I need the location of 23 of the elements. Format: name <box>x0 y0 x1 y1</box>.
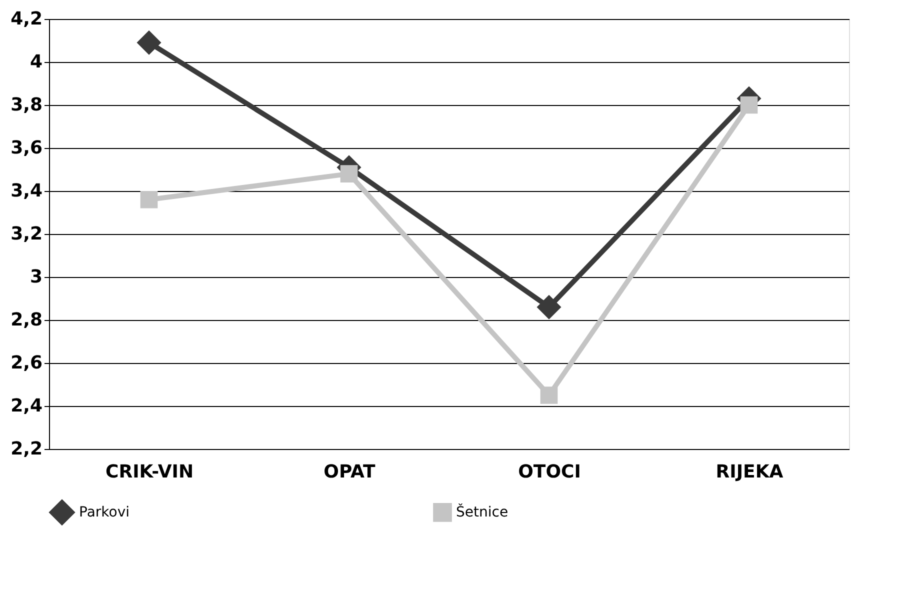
legend-label: Šetnice <box>456 503 508 520</box>
y-tick-label: 3,4 <box>10 180 42 202</box>
y-tick-label: 2,2 <box>10 438 42 460</box>
y-tick-label: 2,4 <box>10 396 42 416</box>
y-tick-label: 4,2 <box>10 8 42 30</box>
point <box>340 165 358 182</box>
y-tick-label: 2,6 <box>10 352 42 374</box>
x-tick-label: OTOCI <box>518 462 581 482</box>
point <box>540 386 558 404</box>
y-tick-label: 3 <box>30 266 42 288</box>
legend-label: Parkovi <box>79 504 130 520</box>
point <box>140 190 158 208</box>
x-tick-label: RIJEKA <box>716 462 784 482</box>
y-tick-label: 4 <box>30 52 42 72</box>
x-tick-label: OPAT <box>324 462 376 482</box>
y-tick-label: 2,8 <box>10 310 42 330</box>
y-tick-label: 3,6 <box>10 138 42 158</box>
point <box>536 294 562 320</box>
point <box>136 30 162 55</box>
y-tick-label: 3,2 <box>10 224 42 244</box>
x-tick-label: CRIK-VIN <box>105 462 194 482</box>
y-tick-label: 3,8 <box>10 94 42 116</box>
point <box>740 96 758 114</box>
